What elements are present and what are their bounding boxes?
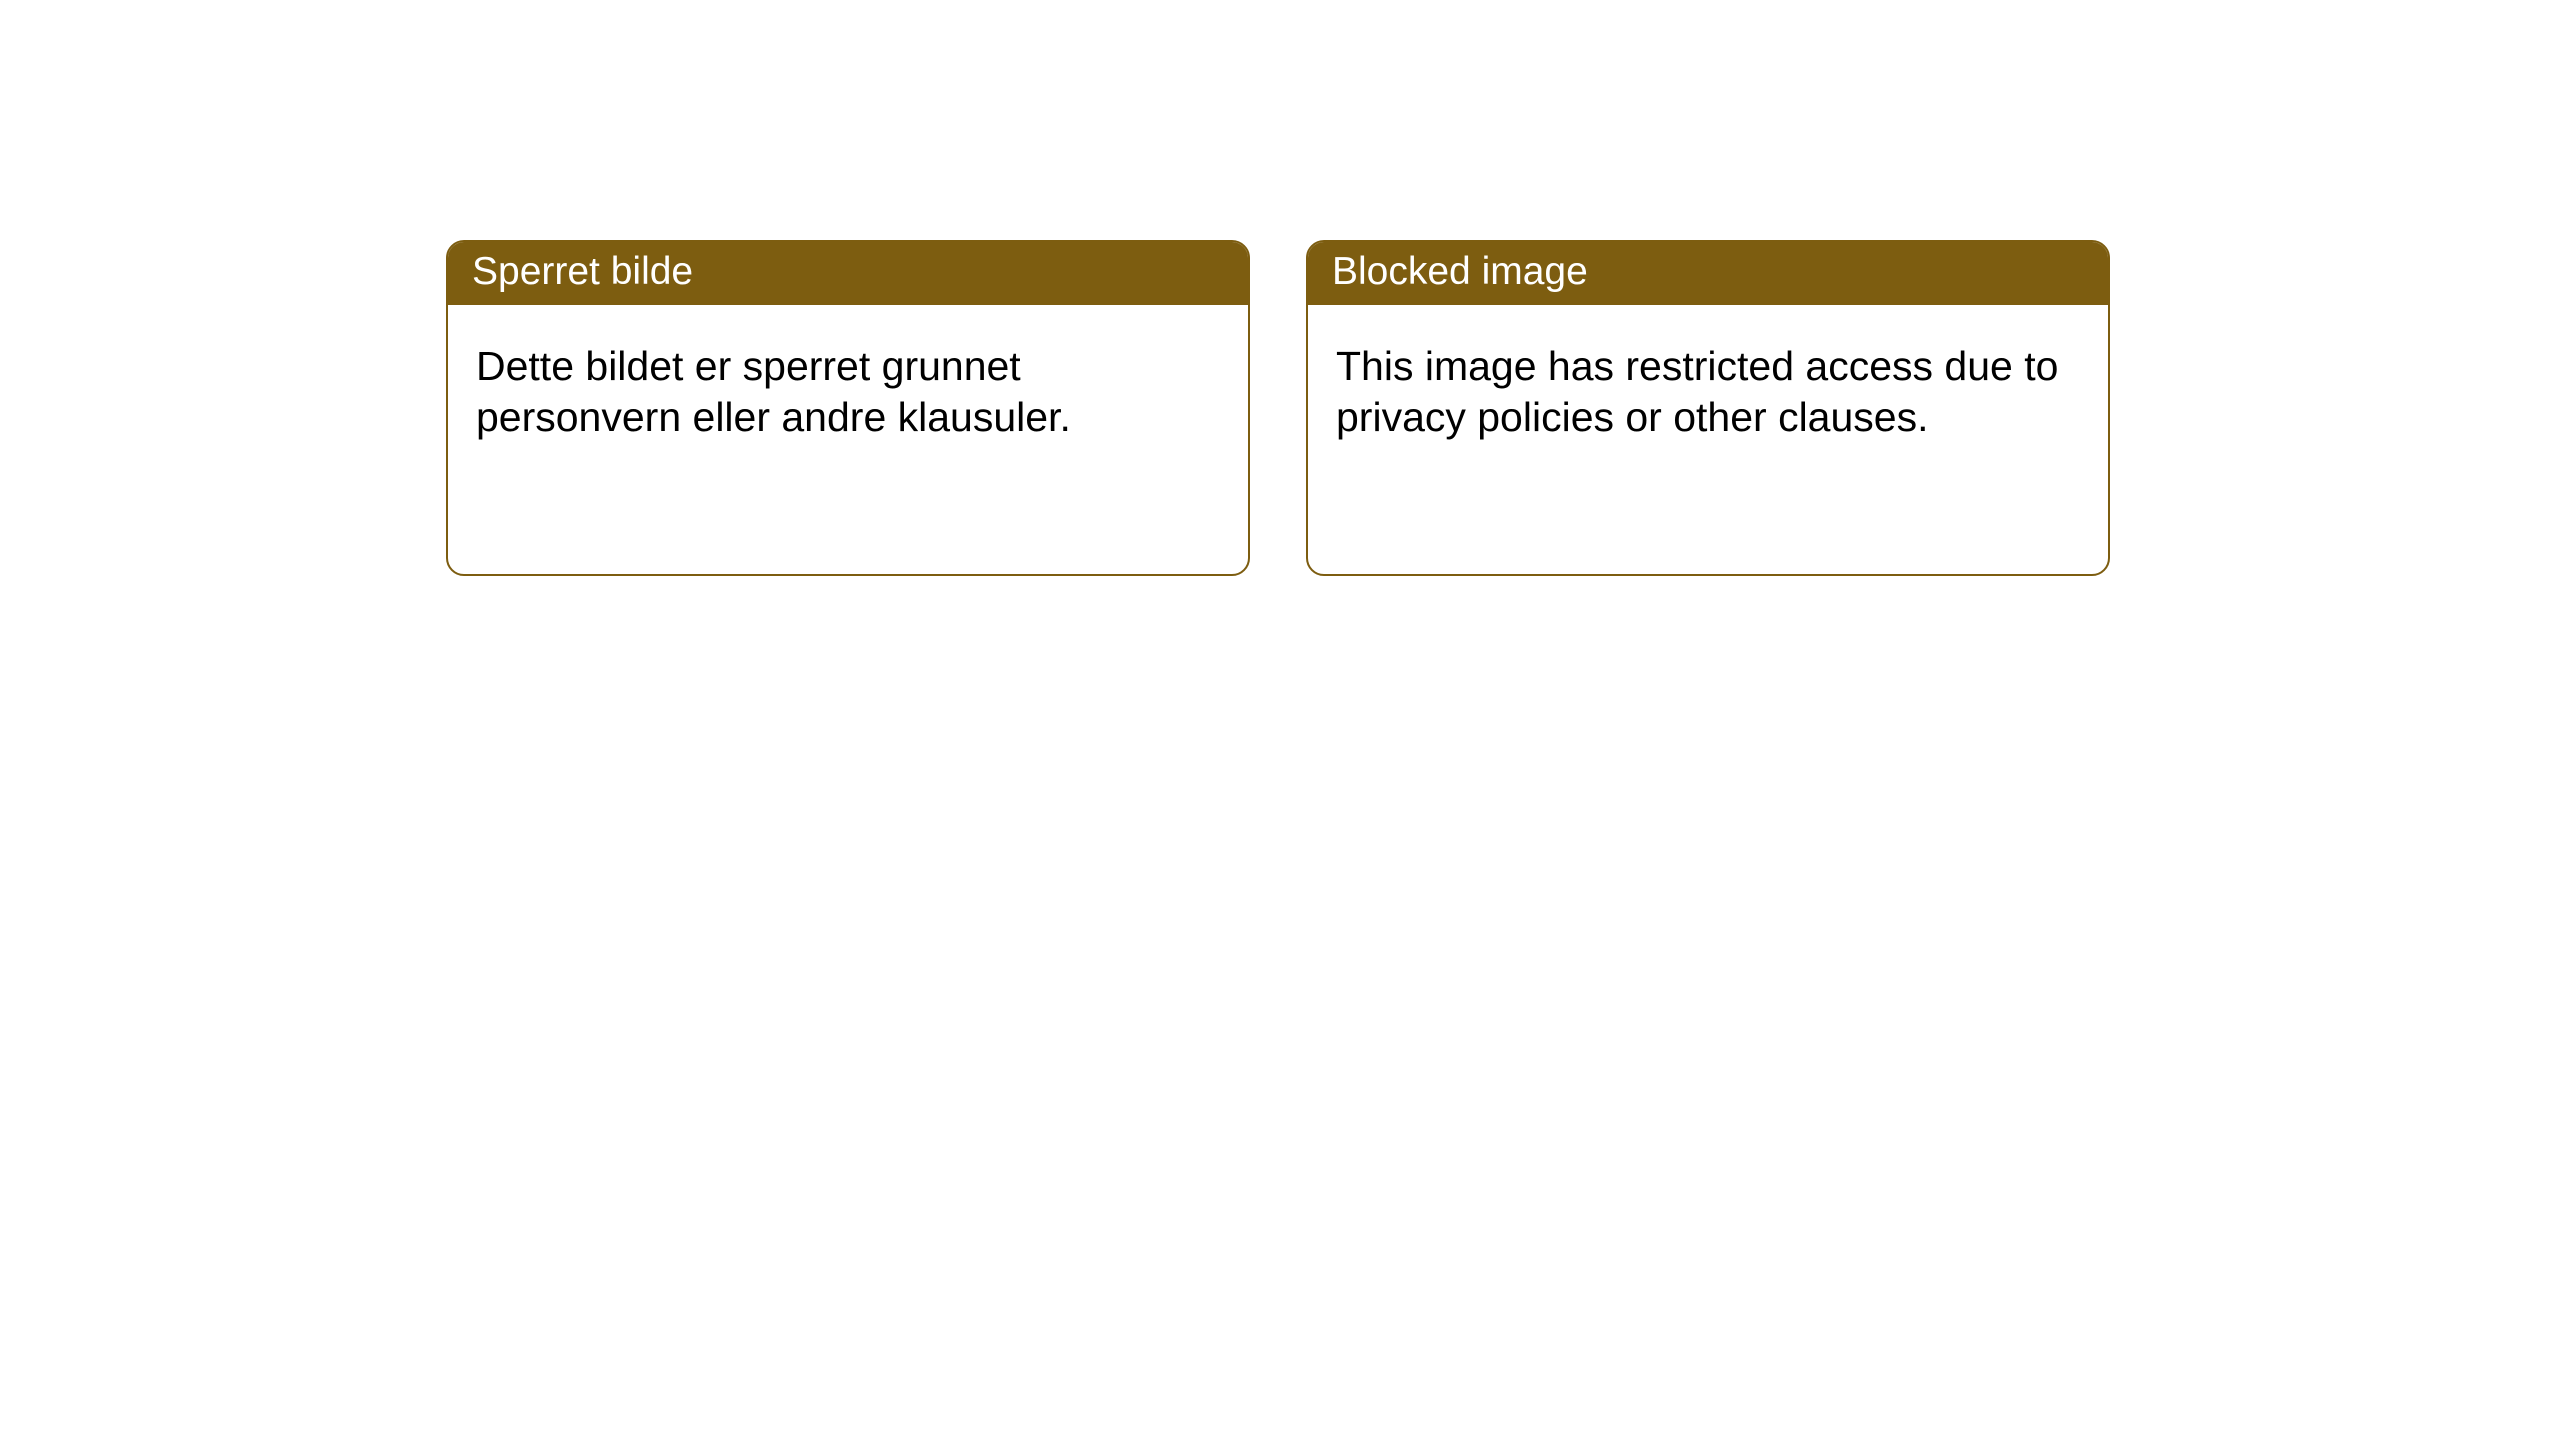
english-notice-title: Blocked image — [1308, 242, 2108, 305]
english-notice-card: Blocked image This image has restricted … — [1306, 240, 2110, 576]
notice-container: Sperret bilde Dette bildet er sperret gr… — [0, 0, 2560, 576]
norwegian-notice-card: Sperret bilde Dette bildet er sperret gr… — [446, 240, 1250, 576]
english-notice-body: This image has restricted access due to … — [1308, 305, 2108, 472]
norwegian-notice-title: Sperret bilde — [448, 242, 1248, 305]
norwegian-notice-body: Dette bildet er sperret grunnet personve… — [448, 305, 1248, 472]
